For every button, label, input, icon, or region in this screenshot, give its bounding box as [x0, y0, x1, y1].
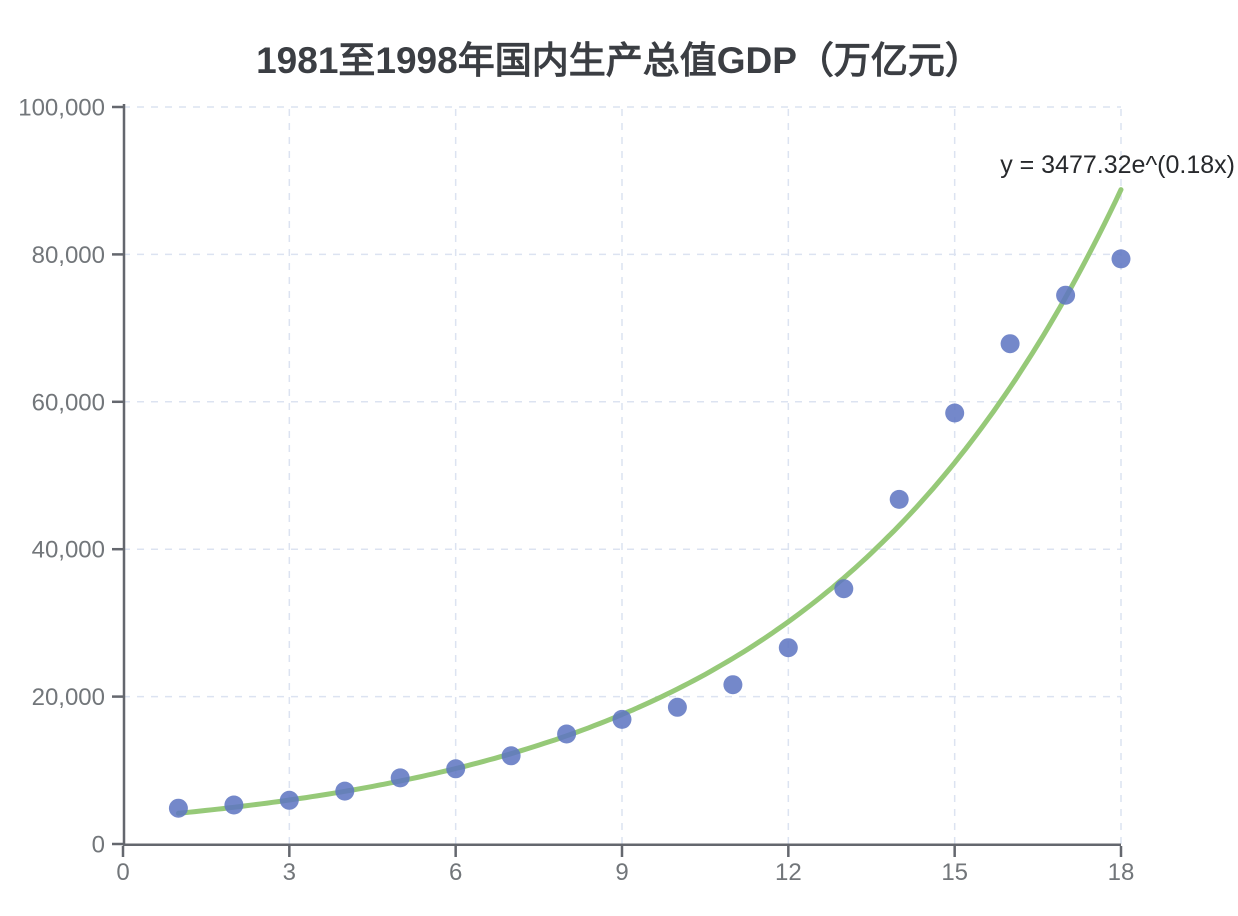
data-point — [889, 489, 909, 509]
data-point — [390, 768, 410, 788]
x-tick-label: 6 — [449, 859, 462, 886]
y-tick-label: 80,000 — [32, 242, 105, 269]
data-point — [557, 724, 577, 744]
data-point — [778, 638, 798, 658]
y-tick-label: 0 — [92, 832, 105, 859]
data-point — [612, 709, 632, 729]
data-point — [446, 759, 466, 779]
data-point — [501, 746, 521, 766]
data-point — [224, 795, 244, 815]
y-tick-label: 100,000 — [18, 95, 105, 122]
data-point — [667, 697, 687, 717]
fit-equation-label: y = 3477.32e^(0.18x) — [1000, 151, 1235, 179]
x-tick-label: 3 — [283, 859, 296, 886]
data-point — [168, 798, 188, 818]
x-tick-label: 18 — [1108, 859, 1135, 886]
x-tick-label: 15 — [941, 859, 968, 886]
data-point — [1000, 334, 1020, 354]
data-point — [279, 790, 299, 810]
chart-title: 1981至1998年国内生产总值GDP（万亿元） — [256, 40, 982, 81]
y-tick-label: 40,000 — [32, 537, 105, 564]
data-point — [945, 403, 965, 423]
x-tick-label: 12 — [775, 859, 802, 886]
data-point — [335, 781, 355, 801]
data-point — [834, 579, 854, 599]
fit-curve — [175, 187, 1124, 816]
x-tick-label: 0 — [116, 859, 129, 886]
y-tick-label: 60,000 — [32, 389, 105, 416]
x-tick-label: 9 — [615, 859, 628, 886]
data-point — [723, 675, 743, 695]
data-point — [1056, 285, 1076, 305]
y-tick-label: 20,000 — [32, 684, 105, 711]
data-point — [1111, 249, 1131, 269]
